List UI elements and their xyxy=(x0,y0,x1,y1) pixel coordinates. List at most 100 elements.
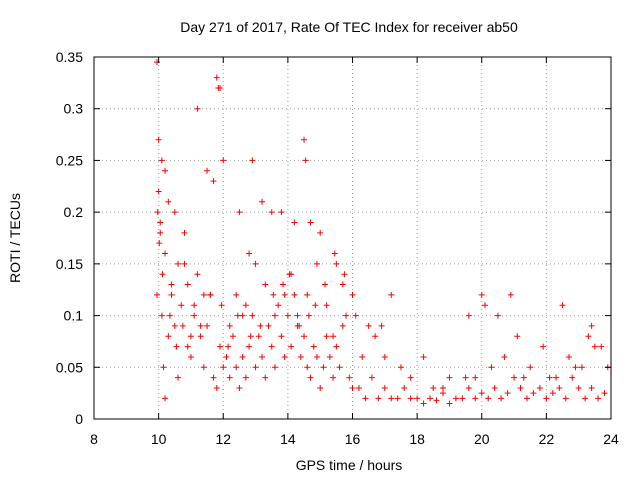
y-tick-label: 0.15 xyxy=(56,256,83,272)
data-point xyxy=(355,384,362,391)
x-tick-label: 8 xyxy=(90,431,98,447)
data-point xyxy=(433,397,440,404)
data-point xyxy=(257,322,264,329)
data-point xyxy=(397,364,404,371)
data-point xyxy=(160,364,167,371)
data-point xyxy=(359,353,366,360)
data-point xyxy=(330,333,337,340)
data-point xyxy=(234,312,241,319)
data-point xyxy=(233,291,240,298)
data-point xyxy=(312,302,319,309)
data-point xyxy=(158,312,165,319)
data-point xyxy=(572,364,579,371)
data-point xyxy=(197,322,204,329)
x-tick-label: 10 xyxy=(151,431,167,447)
y-tick-label: 0.1 xyxy=(64,308,84,324)
data-point xyxy=(175,260,182,267)
data-point xyxy=(439,384,446,391)
data-point xyxy=(265,322,272,329)
data-point xyxy=(204,322,211,329)
data-point xyxy=(281,353,288,360)
data-point xyxy=(159,271,166,278)
data-point xyxy=(226,374,233,381)
data-point xyxy=(368,374,375,381)
data-point xyxy=(565,353,572,360)
grid xyxy=(94,57,611,419)
data-point xyxy=(578,364,585,371)
data-point xyxy=(187,353,194,360)
data-point xyxy=(478,390,485,397)
data-point xyxy=(162,167,169,174)
data-point xyxy=(281,291,288,298)
data-point xyxy=(446,374,453,381)
data-point xyxy=(207,291,214,298)
data-point xyxy=(439,390,446,397)
y-axis-label: ROTI / TECUs xyxy=(7,193,23,283)
data-point xyxy=(591,343,598,350)
data-point xyxy=(229,333,236,340)
data-point xyxy=(271,312,278,319)
data-point xyxy=(275,302,282,309)
y-tick-label: 0.2 xyxy=(64,204,84,220)
data-point xyxy=(407,374,414,381)
data-point xyxy=(536,384,543,391)
data-point xyxy=(520,374,527,381)
data-point xyxy=(601,390,608,397)
ticks xyxy=(93,56,612,420)
data-point xyxy=(333,343,340,350)
data-point xyxy=(204,167,211,174)
data-point xyxy=(247,333,254,340)
data-point xyxy=(246,343,253,350)
data-point xyxy=(343,312,350,319)
y-tick-label: 0.05 xyxy=(56,359,83,375)
data-point xyxy=(236,209,243,216)
data-point xyxy=(331,250,338,257)
data-point xyxy=(284,312,291,319)
data-point xyxy=(339,322,346,329)
data-point xyxy=(323,302,330,309)
data-point xyxy=(530,390,537,397)
data-point xyxy=(210,374,217,381)
data-point xyxy=(575,384,582,391)
data-point xyxy=(197,333,204,340)
x-tick-label: 20 xyxy=(474,431,490,447)
data-point xyxy=(225,343,232,350)
y-tick-labels: 0 0.05 0.1 0.15 0.2 0.25 0.3 0.35 xyxy=(56,49,83,427)
data-point xyxy=(278,333,285,340)
data-point xyxy=(294,312,301,319)
data-point xyxy=(407,395,414,402)
data-point xyxy=(168,291,175,298)
data-point xyxy=(218,302,225,309)
data-point xyxy=(179,322,186,329)
data-point xyxy=(459,395,466,402)
data-point xyxy=(585,333,592,340)
data-point xyxy=(158,157,165,164)
data-point xyxy=(378,322,385,329)
data-point xyxy=(323,333,330,340)
data-point xyxy=(472,395,479,402)
data-point xyxy=(278,209,285,216)
data-point xyxy=(239,353,246,360)
data-point xyxy=(465,312,472,319)
data-point xyxy=(252,364,259,371)
data-point xyxy=(246,250,253,257)
data-point xyxy=(259,198,266,205)
data-point xyxy=(187,333,194,340)
data-point xyxy=(546,374,553,381)
data-point xyxy=(173,343,180,350)
data-point xyxy=(213,384,220,391)
data-point xyxy=(171,322,178,329)
y-tick-label: 0.35 xyxy=(56,49,83,65)
data-point xyxy=(301,136,308,143)
x-tick-label: 22 xyxy=(539,431,555,447)
data-point xyxy=(236,384,243,391)
data-point xyxy=(414,395,421,402)
data-point xyxy=(569,374,576,381)
data-point xyxy=(271,364,278,371)
data-point xyxy=(220,157,227,164)
data-point xyxy=(349,291,356,298)
x-tick-label: 18 xyxy=(409,431,425,447)
data-point xyxy=(420,353,427,360)
data-point xyxy=(194,271,201,278)
data-point xyxy=(168,281,175,288)
